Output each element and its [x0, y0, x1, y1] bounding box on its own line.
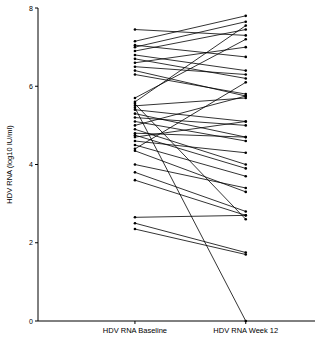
point — [134, 124, 137, 127]
point — [134, 97, 137, 100]
pair-line — [135, 121, 246, 141]
point — [244, 120, 247, 123]
point — [134, 108, 137, 111]
point — [134, 73, 137, 76]
pair-line — [135, 39, 246, 98]
point — [134, 140, 137, 143]
point — [244, 151, 247, 154]
point — [244, 95, 247, 98]
x-tick-label: HDV RNA Week 12 — [213, 326, 278, 335]
point — [244, 46, 247, 49]
point — [244, 73, 247, 76]
pair-line — [135, 172, 246, 211]
pair-line — [135, 180, 246, 215]
pair-line — [135, 82, 246, 149]
point — [244, 56, 247, 59]
chart-container: 0 2 4 6 8 HDV RNA (log10 IU/ml) HDV RNA Baseli… — [0, 0, 319, 344]
y-tick — [35, 86, 38, 87]
point — [134, 54, 137, 57]
pair-line — [135, 47, 246, 63]
x-tick-label: HDV RNA Baseline — [103, 326, 167, 335]
pair-line — [135, 141, 246, 153]
point — [134, 40, 137, 43]
point — [134, 116, 137, 119]
y-tick — [35, 321, 38, 322]
point — [134, 150, 137, 153]
y-tick — [35, 8, 38, 9]
point — [134, 136, 137, 139]
point — [134, 222, 137, 225]
y-tick — [35, 242, 38, 243]
x-tick — [134, 321, 135, 324]
point — [244, 20, 247, 23]
pair-line — [135, 114, 246, 137]
point — [134, 216, 137, 219]
point — [134, 28, 137, 31]
point — [244, 136, 247, 139]
point — [134, 46, 137, 49]
point — [134, 144, 137, 147]
point — [244, 163, 247, 166]
point — [134, 120, 137, 123]
point — [134, 69, 137, 72]
point — [134, 61, 137, 64]
point — [244, 38, 247, 41]
point — [244, 124, 247, 127]
point — [244, 187, 247, 190]
point — [244, 81, 247, 84]
point — [244, 15, 247, 18]
y-tick-label: 6 — [29, 83, 33, 90]
point — [244, 320, 247, 323]
point — [134, 179, 137, 182]
y-tick-label: 8 — [29, 5, 33, 12]
point — [244, 34, 247, 37]
point — [134, 112, 137, 115]
point — [244, 140, 247, 143]
pair-line — [135, 96, 246, 125]
pair-line — [135, 26, 246, 102]
point — [244, 77, 247, 80]
point — [244, 95, 247, 98]
x-axis — [38, 321, 315, 322]
point — [244, 210, 247, 213]
point — [134, 171, 137, 174]
pair-line — [135, 135, 246, 168]
point — [244, 214, 247, 217]
pair-line — [135, 215, 246, 217]
point — [134, 163, 137, 166]
y-tick-label: 4 — [29, 161, 33, 168]
point — [134, 50, 137, 53]
point — [244, 69, 247, 72]
point — [134, 65, 137, 68]
y-tick-label: 0 — [29, 318, 33, 325]
y-tick-label: 2 — [29, 239, 33, 246]
y-tick — [35, 164, 38, 165]
pair-line — [135, 108, 246, 321]
pair-line — [135, 223, 246, 252]
point — [134, 128, 137, 131]
pair-line — [135, 22, 246, 47]
plot-area — [134, 15, 247, 323]
point — [244, 218, 247, 221]
pair-line — [135, 229, 246, 254]
chart: 0 2 4 6 8 HDV RNA (log10 IU/ml) HDV RNA Baseli… — [0, 0, 319, 344]
pair-line — [135, 67, 246, 75]
pair-line — [135, 165, 246, 188]
point — [244, 136, 247, 139]
point — [244, 28, 247, 31]
point — [244, 120, 247, 123]
pair-line — [135, 121, 246, 137]
point — [134, 228, 137, 231]
point — [244, 214, 247, 217]
point — [244, 191, 247, 194]
point — [244, 24, 247, 27]
point — [244, 253, 247, 256]
point — [134, 58, 137, 61]
y-axis-label: HDV RNA (log10 IU/ml) — [5, 125, 14, 204]
point — [244, 175, 247, 178]
pair-line — [135, 75, 246, 95]
pair-line — [135, 98, 246, 106]
point — [244, 167, 247, 170]
